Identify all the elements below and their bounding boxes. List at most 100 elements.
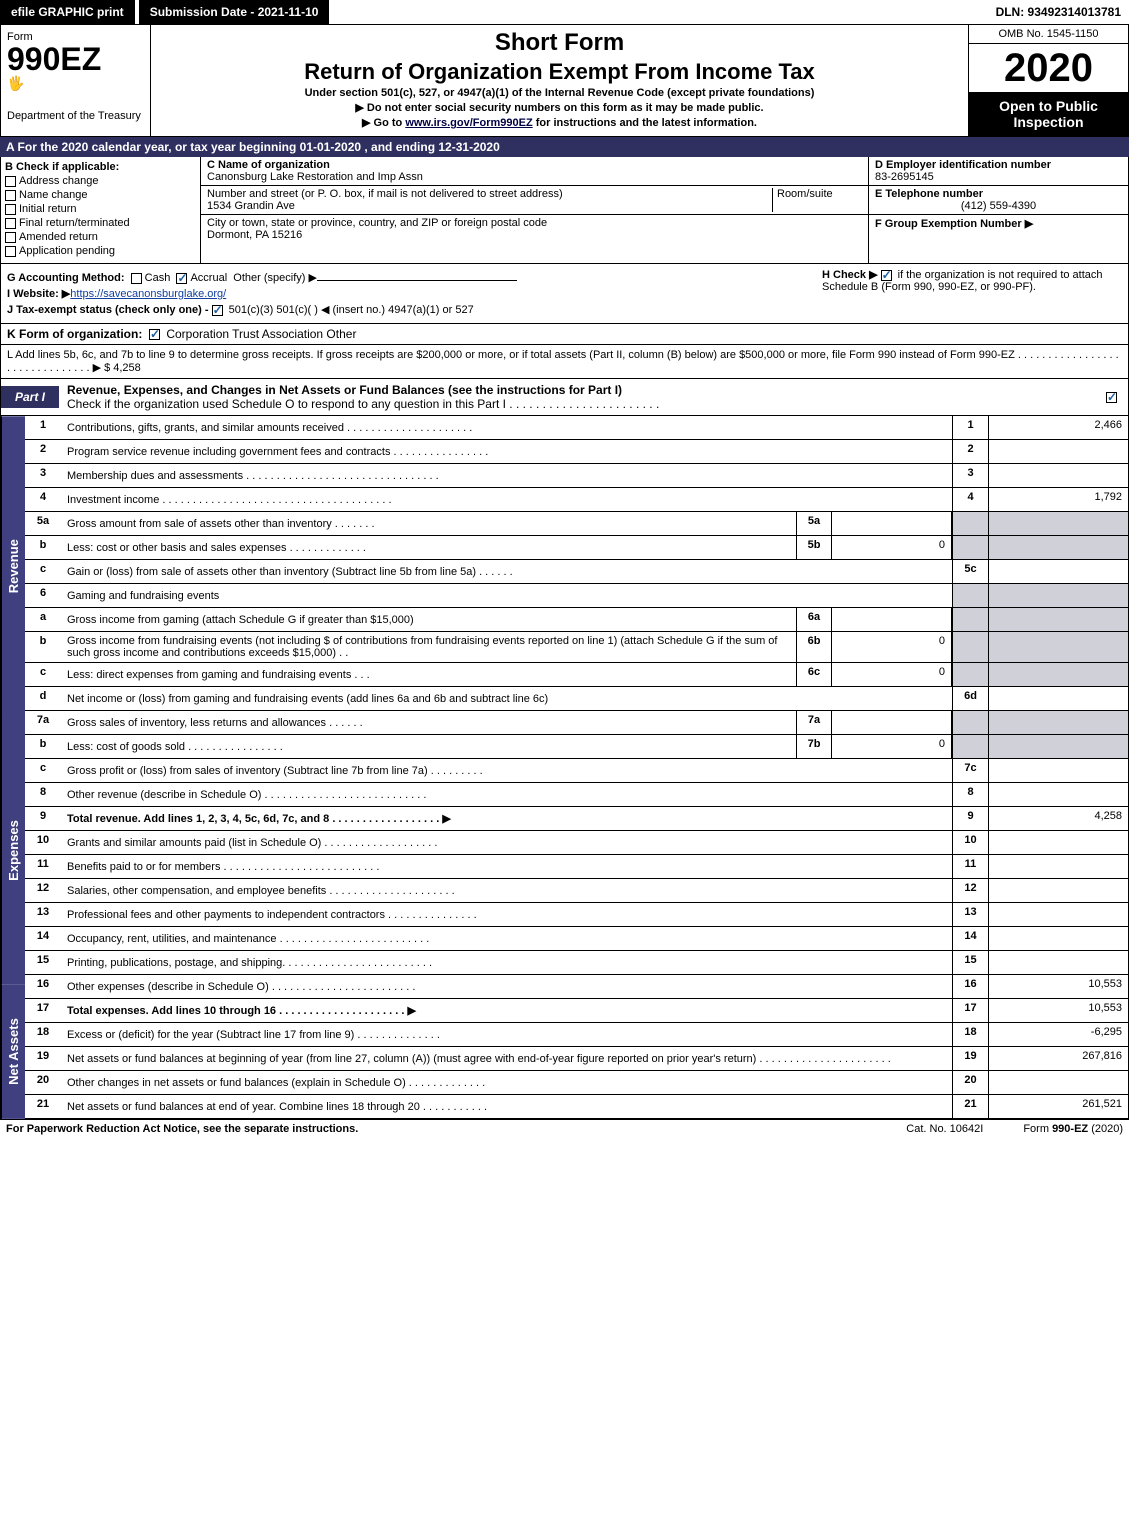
- line-desc: Gross income from fundraising events (no…: [61, 632, 796, 662]
- line-num: 2: [25, 440, 61, 463]
- line-desc: Gross amount from sale of assets other t…: [61, 512, 796, 535]
- line-ref: 18: [952, 1023, 988, 1046]
- line-13: 13Professional fees and other payments t…: [25, 903, 1128, 927]
- part1-tab: Part I: [1, 386, 59, 408]
- line-val: [988, 687, 1128, 710]
- line-ref: 20: [952, 1071, 988, 1094]
- goto-note: ▶ Go to www.irs.gov/Form990EZ for instru…: [159, 116, 960, 129]
- chk-corporation[interactable]: [149, 329, 160, 340]
- c-label: C Name of organization: [207, 159, 862, 171]
- department-label: Department of the Treasury: [7, 110, 144, 122]
- line-val: [988, 927, 1128, 950]
- line-val-shade: [988, 512, 1128, 535]
- line-ref: 12: [952, 879, 988, 902]
- sub-line-num: 7b: [796, 735, 832, 758]
- line-desc: Net assets or fund balances at beginning…: [61, 1047, 952, 1070]
- line-num: 6: [25, 584, 61, 607]
- line-1: 1Contributions, gifts, grants, and simil…: [25, 416, 1128, 440]
- line-num: 16: [25, 975, 61, 998]
- short-form-title: Short Form: [159, 29, 960, 57]
- line-15: 15Printing, publications, postage, and s…: [25, 951, 1128, 975]
- city-label: City or town, state or province, country…: [207, 217, 862, 229]
- chk-application-pending[interactable]: Application pending: [5, 245, 196, 257]
- efile-print-button[interactable]: efile GRAPHIC print: [0, 0, 135, 24]
- chk-501c3[interactable]: [212, 305, 223, 316]
- line-7c: cGross profit or (loss) from sales of in…: [25, 759, 1128, 783]
- line-desc: Total revenue. Add lines 1, 2, 3, 4, 5c,…: [61, 807, 952, 830]
- line-17: 17Total expenses. Add lines 10 through 1…: [25, 999, 1128, 1023]
- line-val: [988, 464, 1128, 487]
- part1-grid: Revenue Expenses Net Assets 1Contributio…: [0, 416, 1129, 1119]
- line-ref: 1: [952, 416, 988, 439]
- chk-schedule-b[interactable]: [881, 270, 892, 281]
- line-num: 21: [25, 1095, 61, 1118]
- line-11: 11Benefits paid to or for members . . . …: [25, 855, 1128, 879]
- main-title: Return of Organization Exempt From Incom…: [159, 59, 960, 85]
- period-bar: A For the 2020 calendar year, or tax yea…: [0, 137, 1129, 157]
- line-num: 19: [25, 1047, 61, 1070]
- submission-date-button[interactable]: Submission Date - 2021-11-10: [139, 0, 330, 24]
- line-val: 4,258: [988, 807, 1128, 830]
- e-label: E Telephone number: [875, 188, 1122, 200]
- line-6a: aGross income from gaming (attach Schedu…: [25, 608, 1128, 632]
- net-assets-side-label: Net Assets: [1, 985, 25, 1119]
- line-desc: Excess or (deficit) for the year (Subtra…: [61, 1023, 952, 1046]
- irs-link[interactable]: www.irs.gov/Form990EZ: [405, 117, 532, 129]
- line-desc: Salaries, other compensation, and employ…: [61, 879, 952, 902]
- line-num: 18: [25, 1023, 61, 1046]
- h-check: H Check ▶ if the organization is not req…: [822, 268, 1122, 319]
- line-ref: 14: [952, 927, 988, 950]
- chk-schedule-o[interactable]: [1106, 392, 1117, 403]
- line-6d: dNet income or (loss) from gaming and fu…: [25, 687, 1128, 711]
- dln-label: DLN: 93492314013781: [988, 1, 1129, 23]
- org-info: C Name of organization Canonsburg Lake R…: [201, 157, 868, 263]
- addr-label: Number and street (or P. O. box, if mail…: [207, 188, 772, 200]
- line-4: 4Investment income . . . . . . . . . . .…: [25, 488, 1128, 512]
- chk-final-return[interactable]: Final return/terminated: [5, 217, 196, 229]
- chk-accrual[interactable]: [176, 273, 187, 284]
- chk-name-change[interactable]: Name change: [5, 189, 196, 201]
- line-desc: Occupancy, rent, utilities, and maintena…: [61, 927, 952, 950]
- line-14: 14Occupancy, rent, utilities, and mainte…: [25, 927, 1128, 951]
- line-ref: 5c: [952, 560, 988, 583]
- sub-line-num: 6c: [796, 663, 832, 686]
- line-ref: 3: [952, 464, 988, 487]
- line-val: [988, 759, 1128, 782]
- line-ref: 10: [952, 831, 988, 854]
- line-ref: 21: [952, 1095, 988, 1118]
- line-desc: Other expenses (describe in Schedule O) …: [61, 975, 952, 998]
- phone-row: E Telephone number (412) 559-4390: [869, 186, 1128, 215]
- line-num: a: [25, 608, 61, 631]
- sub-line-num: 7a: [796, 711, 832, 734]
- chk-initial-return[interactable]: Initial return: [5, 203, 196, 215]
- line-desc: Gross profit or (loss) from sales of inv…: [61, 759, 952, 782]
- website-link[interactable]: https://savecanonsburglake.org/: [70, 288, 226, 300]
- footer-form: Form 990-EZ (2020): [1023, 1123, 1123, 1135]
- line-ref: 16: [952, 975, 988, 998]
- website-line: I Website: ▶https://savecanonsburglake.o…: [7, 287, 822, 300]
- chk-cash[interactable]: [131, 273, 142, 284]
- check-if-applicable: B Check if applicable: Address change Na…: [1, 157, 201, 263]
- chk-amended-return[interactable]: Amended return: [5, 231, 196, 243]
- line-20: 20Other changes in net assets or fund ba…: [25, 1071, 1128, 1095]
- chk-address-change[interactable]: Address change: [5, 175, 196, 187]
- sub-line-val: [832, 608, 952, 631]
- open-inspection: Open to Public Inspection: [969, 92, 1128, 136]
- line-desc: Net assets or fund balances at end of ye…: [61, 1095, 952, 1118]
- line-num: c: [25, 759, 61, 782]
- line-num: 11: [25, 855, 61, 878]
- g-h-block: G Accounting Method: Cash Accrual Other …: [0, 264, 1129, 324]
- line-5b: bLess: cost or other basis and sales exp…: [25, 536, 1128, 560]
- line-val: [988, 1071, 1128, 1094]
- line-ref: 13: [952, 903, 988, 926]
- header-center: Short Form Return of Organization Exempt…: [151, 25, 968, 136]
- line-val: [988, 879, 1128, 902]
- sub-line-num: 5b: [796, 536, 832, 559]
- sub-line-val: 0: [832, 632, 952, 662]
- line-2: 2Program service revenue including gover…: [25, 440, 1128, 464]
- line-num: 17: [25, 999, 61, 1022]
- line-num: c: [25, 663, 61, 686]
- line-ref: 4: [952, 488, 988, 511]
- line-ref: 9: [952, 807, 988, 830]
- footer-cat: Cat. No. 10642I: [906, 1123, 983, 1135]
